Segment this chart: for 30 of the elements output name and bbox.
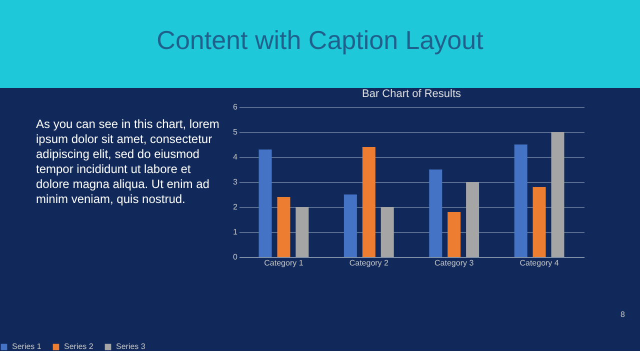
y-tick-label: 2 [233,202,238,212]
bar [466,182,480,257]
bar [532,187,546,257]
chart-title: Bar Chart of Results [362,88,462,100]
text: 8 [620,310,626,319]
text: Content with Caption Layout [156,25,484,55]
bar [551,132,564,257]
y-tick-label: 6 [233,102,238,112]
bar [362,147,376,257]
bar [429,170,442,257]
text: As you can see in this chart, lorem ipsum dolor sit amet, consectetur adipiscing elit, sed do eiusmod tempor incididunt ut labore et dolore magna aliqua. Ut enim ad minim veniam, quis nostrud. [36,117,220,206]
bar [448,212,461,257]
bar [296,207,309,257]
y-tick-label: 3 [233,178,238,186]
bar [380,207,394,257]
x-tick-label: Category 1 [264,258,304,268]
y-tick-label: 4 [233,152,238,162]
bar [344,194,357,257]
y-tick-label: 1 [233,228,238,236]
legend-label: Series 3 [116,342,146,351]
y-tick-label: 0 [233,252,238,262]
bar [277,197,290,257]
legend-label: Series 2 [64,342,94,351]
bar [258,150,272,257]
x-tick-label: Category 2 [349,258,390,268]
bar [514,144,528,257]
x-tick-label: Category 3 [434,258,474,268]
y-tick-label: 5 [233,128,238,136]
legend-label: Series 1 [12,342,42,351]
x-tick-label: Category 4 [520,258,560,268]
